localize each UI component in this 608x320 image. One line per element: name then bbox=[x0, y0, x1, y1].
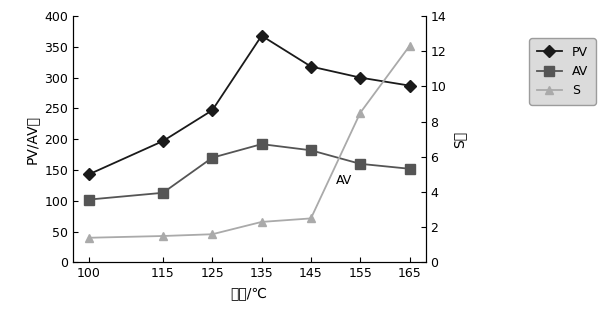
Y-axis label: S値: S値 bbox=[452, 131, 466, 148]
Line: AV: AV bbox=[84, 139, 415, 204]
AV bbox=[159, 191, 167, 195]
Text: AV: AV bbox=[336, 174, 352, 187]
S bbox=[159, 234, 167, 238]
Y-axis label: PV/AV値: PV/AV値 bbox=[25, 115, 39, 164]
AV bbox=[357, 162, 364, 166]
PV bbox=[258, 34, 265, 38]
PV bbox=[159, 139, 167, 143]
PV bbox=[209, 108, 216, 112]
X-axis label: 温度/℃: 温度/℃ bbox=[231, 286, 268, 300]
PV bbox=[357, 76, 364, 79]
S bbox=[406, 44, 413, 48]
S bbox=[357, 111, 364, 115]
Line: PV: PV bbox=[85, 32, 413, 179]
PV bbox=[307, 65, 314, 68]
Line: S: S bbox=[85, 42, 413, 242]
AV bbox=[258, 142, 265, 146]
Legend: PV, AV, S: PV, AV, S bbox=[530, 38, 596, 105]
S bbox=[258, 220, 265, 224]
S bbox=[209, 232, 216, 236]
S bbox=[307, 217, 314, 220]
AV bbox=[406, 167, 413, 171]
AV bbox=[209, 156, 216, 160]
PV bbox=[406, 84, 413, 88]
S bbox=[85, 236, 92, 240]
PV bbox=[85, 172, 92, 176]
AV bbox=[85, 198, 92, 202]
AV bbox=[307, 148, 314, 152]
